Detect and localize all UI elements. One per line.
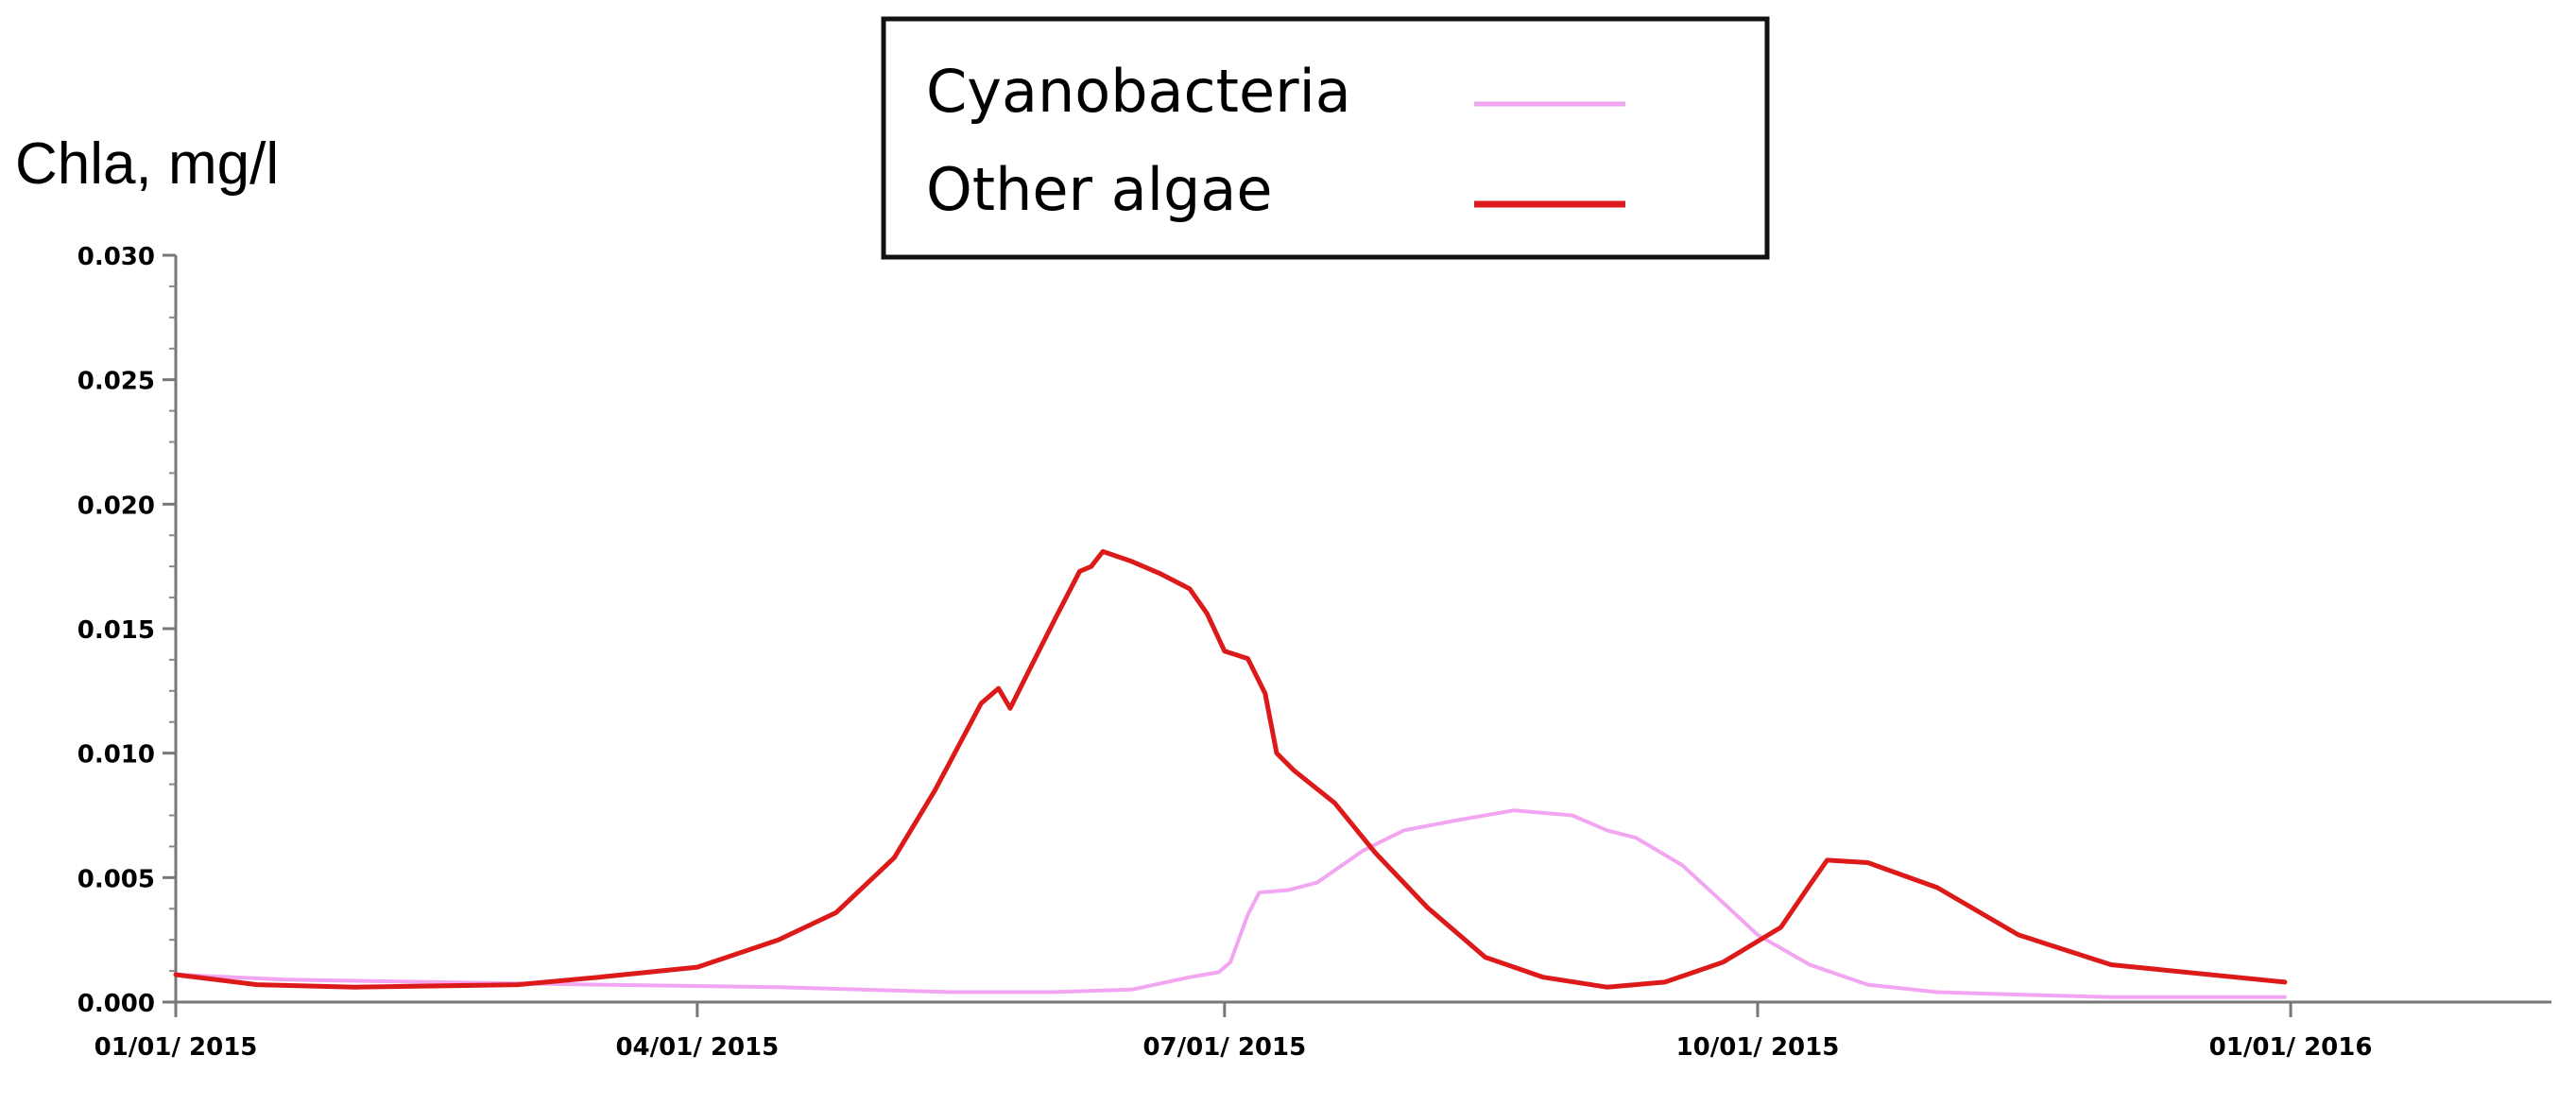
- legend-label-cyanobacteria: Cyanobacteria: [926, 57, 1351, 126]
- y-axis-label: Chla, mg/l: [15, 131, 279, 197]
- y-tick-label: 0.015: [77, 616, 155, 645]
- y-tick-label: 0.000: [77, 990, 155, 1018]
- x-tick-label: 07/01/ 2015: [1142, 1033, 1306, 1062]
- y-tick-label: 0.020: [77, 492, 155, 520]
- y-tick-label: 0.010: [77, 741, 155, 770]
- series-line-cyanobacteria: [174, 808, 2287, 999]
- x-tick-label: 01/01/ 2016: [2209, 1033, 2373, 1062]
- x-tick-label: 10/01/ 2015: [1676, 1033, 1840, 1062]
- legend-label-other-algae: Other algae: [926, 155, 1272, 224]
- x-axis-ticks: 01/01/ 2015 04/01/ 2015 07/01/ 2015 10/01/ …: [94, 1002, 2373, 1062]
- y-tick-label: 0.005: [77, 865, 155, 893]
- x-tick-label: 01/01/ 2015: [94, 1033, 258, 1062]
- legend: Cyanobacteria Other algae: [881, 16, 1770, 260]
- x-tick-label: 04/01/ 2015: [615, 1033, 779, 1062]
- y-tick-label: 0.030: [77, 243, 155, 271]
- series-lines: [173, 548, 2288, 999]
- y-axis-ticks: 0.000 0.005 0.010 0.015 0.020 0.025 0.030: [77, 243, 176, 1018]
- series-line-other-algae: [173, 548, 2288, 990]
- legend-frame: [881, 16, 1770, 260]
- y-tick-label: 0.025: [77, 368, 155, 396]
